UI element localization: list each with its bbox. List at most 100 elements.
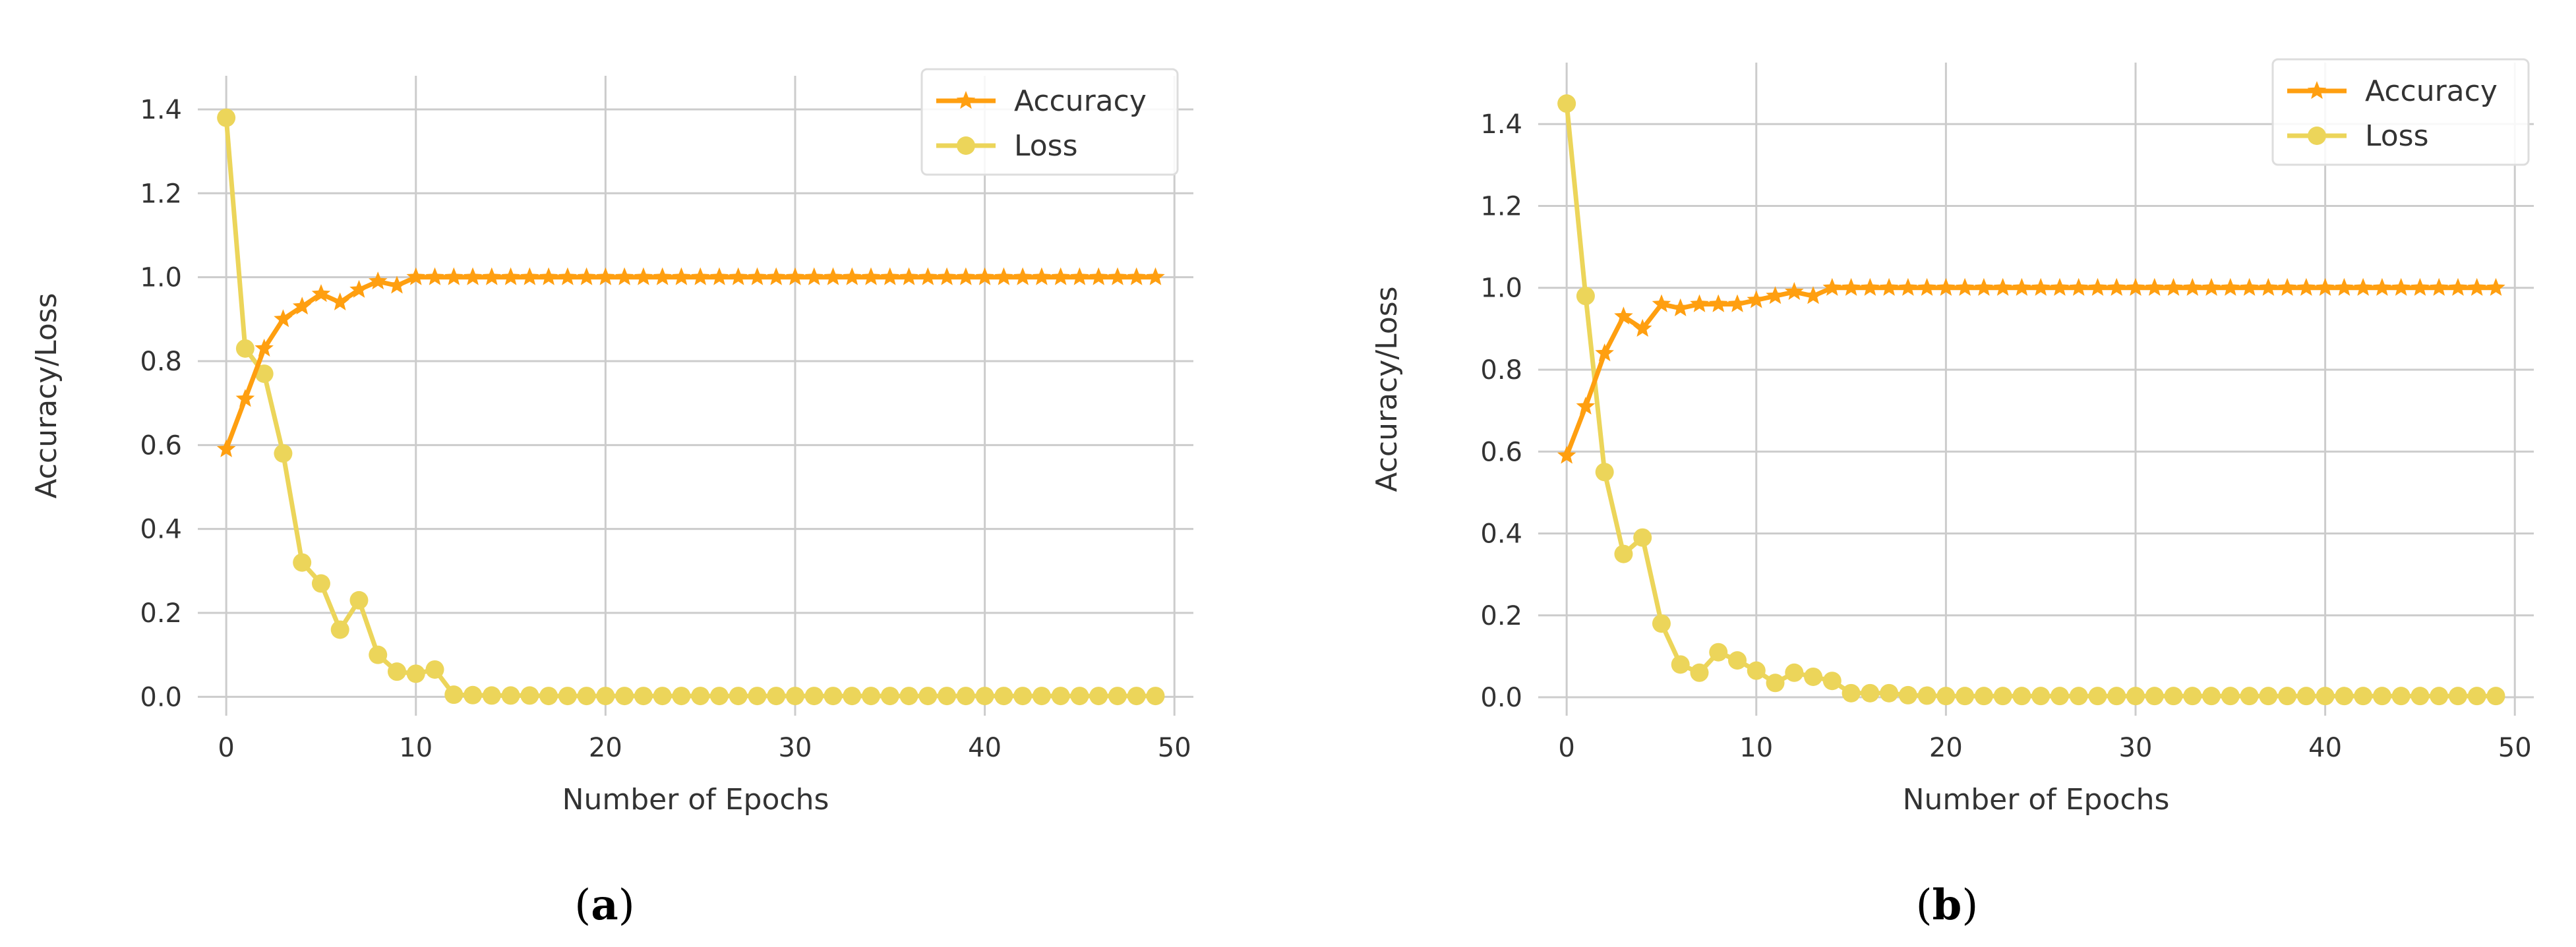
- accuracy-point: [1032, 267, 1052, 285]
- loss-point: [2259, 687, 2278, 706]
- loss-point: [2391, 687, 2411, 706]
- accuracy-point: [899, 267, 918, 285]
- accuracy-point: [748, 267, 767, 285]
- loss-point: [786, 687, 804, 706]
- accuracy-point: [2050, 277, 2070, 296]
- accuracy-point: [1993, 277, 2012, 296]
- y-tick-label: 1.0: [1480, 273, 1522, 304]
- loss-point: [2486, 687, 2505, 706]
- loss-point: [501, 686, 520, 705]
- accuracy-point: [539, 267, 558, 285]
- loss-point: [862, 687, 881, 706]
- accuracy-point: [804, 267, 824, 285]
- accuracy-point: [520, 267, 539, 285]
- y-tick-label: 0.4: [1480, 519, 1522, 550]
- accuracy-point: [1127, 267, 1146, 285]
- loss-point: [1709, 643, 1728, 662]
- loss-point: [729, 687, 748, 706]
- loss-point: [1898, 685, 1917, 704]
- accuracy-point: [1671, 298, 1690, 316]
- loss-point: [956, 687, 975, 706]
- accuracy-point: [330, 292, 349, 310]
- accuracy-point: [634, 267, 653, 285]
- accuracy-point: [2145, 277, 2164, 296]
- legend-circle-icon: [2308, 127, 2326, 145]
- accuracy-point: [2221, 277, 2240, 296]
- loss-point: [709, 687, 729, 706]
- loss-point: [2012, 687, 2031, 706]
- loss-point: [1070, 687, 1089, 706]
- caption-letter: a: [591, 880, 618, 930]
- loss-point: [2411, 687, 2430, 706]
- x-tick-label: 10: [1739, 733, 1773, 763]
- accuracy-point: [1974, 277, 1994, 296]
- legend-label: Accuracy: [1014, 84, 1147, 118]
- series-line-accuracy: [1564, 285, 2496, 457]
- y-tick-label: 0.8: [1480, 355, 1522, 386]
- accuracy-point: [956, 267, 976, 285]
- accuracy-point: [1785, 281, 1804, 301]
- caption-close-paren: ): [1962, 881, 1978, 930]
- accuracy-point: [1070, 267, 1089, 285]
- accuracy-point: [2069, 277, 2088, 296]
- loss-point: [880, 687, 899, 706]
- loss-point: [388, 662, 406, 681]
- y-tick-label: 0.6: [1480, 437, 1522, 467]
- chart-panel-b: 0 10 20 30 40 50 0.0 0.2 0.4 0.6 0.8 1.0 1.2 1.4 Numbe…: [1370, 58, 2534, 930]
- x-axis-label: Number of Epochs: [562, 783, 829, 817]
- loss-point: [2202, 687, 2221, 706]
- accuracy-point: [1861, 277, 1880, 296]
- loss-point: [406, 664, 425, 683]
- accuracy-point: [824, 267, 843, 285]
- loss-point: [767, 687, 786, 706]
- accuracy-point: [861, 267, 881, 285]
- loss-point: [1051, 687, 1070, 706]
- loss-point: [1108, 687, 1127, 706]
- loss-point: [596, 687, 615, 706]
- accuracy-point: [2296, 277, 2316, 296]
- loss-point: [464, 685, 483, 704]
- loss-point: [2069, 687, 2088, 706]
- accuracy-point: [2335, 277, 2354, 296]
- accuracy-point: [1747, 290, 1766, 308]
- x-tick-label: 0: [218, 733, 234, 763]
- x-tick-label: 40: [968, 733, 1002, 763]
- loss-point: [293, 553, 312, 572]
- loss-point: [2316, 687, 2335, 706]
- accuracy-point: [369, 272, 388, 290]
- accuracy-point: [785, 267, 805, 285]
- x-tick-label: 0: [1558, 733, 1574, 763]
- loss-point: [804, 687, 824, 706]
- loss-point: [369, 645, 388, 664]
- loss-point: [1917, 686, 1936, 705]
- y-axis-label: Accuracy/Loss: [30, 293, 63, 498]
- y-tick-label: 1.2: [1480, 191, 1522, 221]
- accuracy-point: [501, 267, 520, 285]
- accuracy-point: [1108, 267, 1127, 285]
- loss-point: [1861, 683, 1880, 703]
- x-tick-label: 30: [2119, 733, 2153, 763]
- panel-caption: (b): [1916, 880, 1979, 930]
- accuracy-point: [216, 439, 236, 457]
- y-tick-label: 0.0: [1480, 683, 1522, 713]
- loss-point: [1089, 687, 1108, 706]
- accuracy-point: [2411, 277, 2430, 296]
- x-axis-label: Number of Epochs: [1903, 783, 2170, 817]
- accuracy-point: [558, 267, 578, 285]
- y-tick-label: 0.4: [140, 515, 182, 545]
- accuracy-point: [1614, 306, 1633, 325]
- accuracy-point: [1898, 277, 1918, 296]
- panel-caption: (a): [574, 880, 634, 930]
- loss-point: [1557, 94, 1576, 113]
- accuracy-point: [2240, 277, 2259, 296]
- accuracy-point: [406, 267, 425, 285]
- series-line-loss: [1564, 103, 2496, 699]
- loss-point: [539, 687, 558, 706]
- accuracy-point: [1576, 396, 1596, 415]
- legend-label: Loss: [2365, 119, 2429, 153]
- caption-open-paren: (: [574, 881, 591, 930]
- loss-point: [899, 687, 918, 706]
- loss-point: [1576, 287, 1595, 306]
- y-tick-label: 0.2: [140, 598, 182, 629]
- loss-point: [634, 687, 653, 706]
